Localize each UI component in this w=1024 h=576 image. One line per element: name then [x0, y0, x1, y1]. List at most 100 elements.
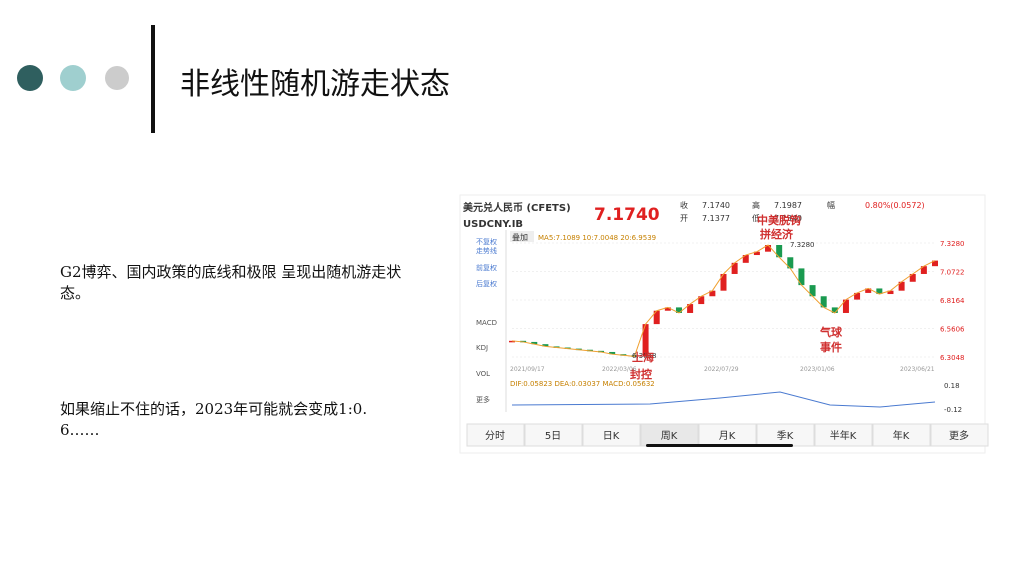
paragraph: G2博弈、国内政策的底线和极限 呈现出随机游走状态。 — [60, 263, 401, 302]
label: 7.3280 — [790, 241, 815, 249]
label: 7.1740 — [702, 201, 730, 210]
macd-tick: 0.18 — [944, 382, 960, 390]
side-item: 走势线 — [476, 246, 497, 255]
candle — [820, 296, 827, 308]
tab-label: 季K — [777, 430, 794, 442]
screenshot — [459, 194, 986, 454]
candle — [609, 351, 616, 355]
candle — [642, 324, 649, 357]
y-tick-label: 6.5606 — [940, 326, 965, 334]
x-tick-label: 2022/07/29 — [704, 366, 739, 373]
candle — [854, 292, 861, 300]
tab-label: 年K — [893, 429, 910, 442]
candle — [720, 273, 727, 291]
label: 0.80%(0.0572) — [865, 201, 925, 210]
side-item: MACD — [476, 319, 497, 327]
price-line — [511, 244, 936, 357]
candle — [876, 288, 883, 295]
dot — [60, 65, 86, 91]
candle — [787, 257, 794, 269]
label: DIF:0.05823 DEA:0.03037 MACD:0.05632 — [510, 380, 655, 388]
candle — [865, 288, 872, 293]
tab-button — [872, 423, 931, 447]
tab-button — [466, 423, 525, 447]
macd-line — [511, 391, 936, 408]
candle — [731, 262, 738, 274]
tab-label: 5日 — [545, 431, 561, 442]
candle — [932, 260, 938, 267]
label: 7.1987 — [774, 201, 802, 210]
label: 开 — [680, 214, 688, 223]
annotation: 封控 — [630, 367, 652, 381]
side-item: 前复权 — [476, 263, 497, 272]
annotation: 气球 — [819, 325, 843, 339]
side-item: 不复权 — [476, 237, 497, 246]
candle — [709, 290, 716, 297]
candle — [509, 340, 515, 343]
label: 美元兑人民币 (CFETS) — [463, 201, 571, 214]
label: USDCNY.IB — [463, 219, 523, 230]
candle — [653, 310, 660, 325]
x-tick-label: 2021/09/17 — [510, 366, 545, 373]
candle — [898, 281, 905, 291]
y-tick-label: 7.3280 — [940, 240, 965, 248]
candle — [753, 251, 760, 256]
label: 7.1740 — [594, 205, 660, 225]
annotation: 上海 — [632, 350, 654, 364]
dot — [105, 66, 129, 90]
x-tick-label: 2023/06/21 — [900, 366, 935, 373]
candle — [831, 307, 838, 313]
label: 高 — [752, 200, 760, 210]
candle — [909, 273, 916, 282]
side-item: VOL — [476, 370, 490, 378]
label: 幅 — [827, 200, 835, 210]
tab-label: 半年K — [830, 429, 857, 442]
tab-label: 月K — [719, 430, 736, 442]
label: MA5:7.1089 10:7.0048 20:6.9539 — [538, 234, 656, 242]
tab-button — [814, 423, 873, 447]
candle — [765, 245, 772, 252]
label: 低 — [752, 213, 760, 223]
candle — [531, 341, 538, 345]
candle — [687, 304, 694, 313]
candle — [920, 266, 927, 274]
y-tick-label: 6.3048 — [940, 354, 965, 362]
divider — [151, 25, 155, 133]
tab-button — [930, 423, 989, 447]
x-tick-label: 2023/01/06 — [800, 366, 835, 373]
annotation: 事件 — [820, 340, 842, 354]
label: 7.1340 — [774, 214, 802, 223]
candle — [542, 344, 549, 347]
candle — [675, 307, 682, 313]
candle — [776, 245, 783, 258]
dot — [17, 65, 43, 91]
label: 叠加 — [512, 232, 528, 242]
macd-tick: -0.12 — [944, 406, 962, 414]
candle — [798, 268, 805, 286]
tab-button — [582, 423, 641, 447]
tab — [510, 231, 534, 242]
side-item: 更多 — [476, 395, 490, 404]
label: 收 — [680, 200, 688, 210]
candle — [887, 290, 894, 295]
scroll-bar — [646, 444, 793, 447]
side-item: KDJ — [476, 344, 488, 352]
x-tick-label: 2022/03/06 — [602, 366, 637, 373]
tab-label: 更多 — [949, 429, 969, 442]
title: 非线性随机游走状态 — [180, 67, 450, 102]
label: 6.3048 — [632, 352, 657, 360]
side-item: 后复权 — [476, 279, 497, 288]
tab-label: 日K — [603, 431, 620, 442]
label: 7.1377 — [702, 214, 730, 223]
y-tick-label: 7.0722 — [940, 269, 965, 277]
paragraph: 如果缩止不住的话，2023年可能就会变成1:0. 6…… — [60, 400, 367, 439]
y-tick-label: 6.8164 — [940, 297, 965, 305]
candle — [664, 307, 671, 311]
candle — [742, 255, 749, 263]
tab-label: 周K — [661, 430, 678, 442]
candle — [698, 296, 705, 305]
tab-label: 分时 — [485, 430, 505, 442]
candle — [809, 285, 816, 297]
tab-button — [524, 423, 583, 447]
